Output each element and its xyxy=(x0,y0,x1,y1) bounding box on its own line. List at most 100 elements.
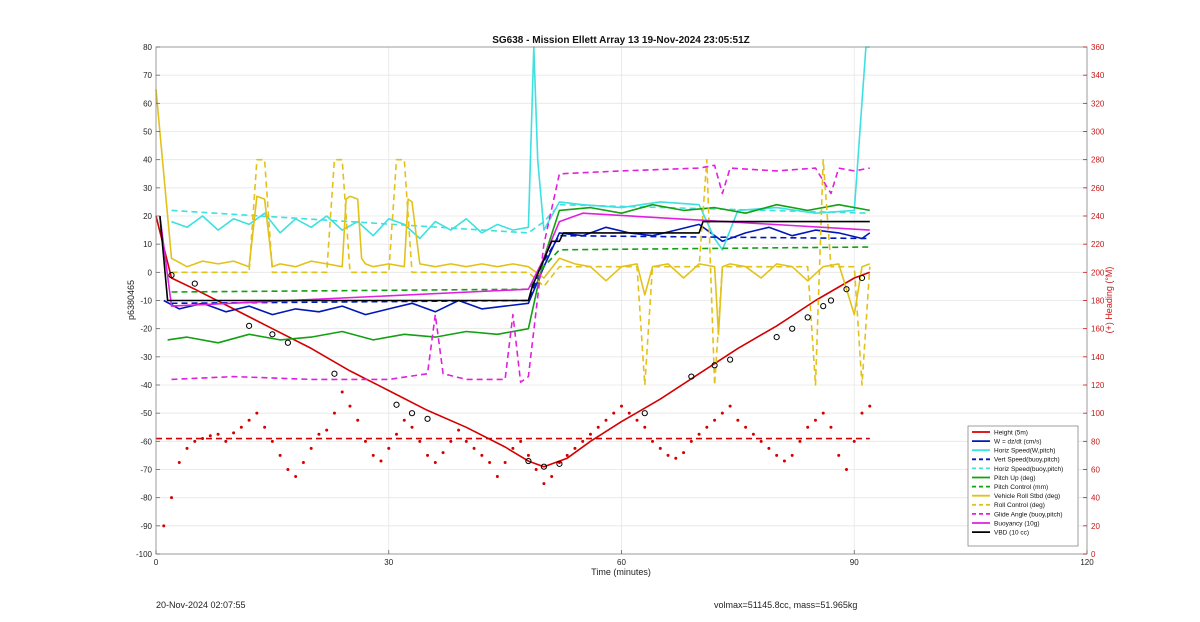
heading-dot xyxy=(317,432,321,436)
height-marker xyxy=(827,297,835,304)
y-tick-label: -30 xyxy=(140,353,152,362)
heading-dot xyxy=(503,460,507,464)
heading-dot xyxy=(286,468,290,471)
series-buoyancy-10g xyxy=(159,212,870,307)
x-axis-label: Time (minutes) xyxy=(591,567,651,577)
y-axis-right-ticks: 0 20 40 60 80 100 120 140 160 180 200 220 240 260 280 3… xyxy=(1083,43,1105,559)
heading-dot xyxy=(627,411,631,415)
height-marker xyxy=(789,325,796,332)
y-axis-right-label: (+) Heading (°M) xyxy=(1104,267,1114,334)
heading-dot xyxy=(759,439,763,443)
height-marker xyxy=(688,373,695,380)
series-height-5m xyxy=(155,215,871,468)
height-marker xyxy=(843,286,850,293)
height-marker xyxy=(393,401,400,408)
heading-dot xyxy=(720,411,724,415)
heading-dot xyxy=(185,446,189,450)
legend-entry-label: Pitch Up (deg) xyxy=(994,475,1036,482)
y2-tick-label: 220 xyxy=(1091,240,1105,249)
heading-dot xyxy=(301,460,305,464)
chart-title: SG638 - Mission Ellett Array 13 19-Nov-2… xyxy=(492,35,750,46)
y2-tick-label: 60 xyxy=(1091,466,1100,475)
legend-entry-label: Glide Angle (buoy,pitch) xyxy=(994,511,1063,518)
heading-dot xyxy=(348,404,352,408)
y2-tick-label: 240 xyxy=(1091,212,1105,221)
y-tick-label: -90 xyxy=(140,522,152,531)
heading-dot xyxy=(371,453,375,457)
heading-dot xyxy=(208,434,212,438)
height-marker xyxy=(408,410,416,417)
height-marker xyxy=(858,274,866,282)
y2-tick-label: 320 xyxy=(1091,99,1105,108)
y-tick-label: 20 xyxy=(143,212,152,221)
heading-dot xyxy=(821,411,825,415)
heading-dot xyxy=(666,453,670,457)
heading-dot xyxy=(239,425,243,429)
y2-tick-label: 160 xyxy=(1091,325,1105,334)
heading-dot xyxy=(488,460,492,464)
legend-entry-label: Roll Control (deg) xyxy=(994,502,1045,509)
height-marker xyxy=(804,314,811,321)
heading-dot xyxy=(736,418,740,422)
legend-entry-label: VBD (10 cc) xyxy=(994,530,1029,537)
y2-tick-label: 340 xyxy=(1091,71,1105,80)
x-tick-label: 90 xyxy=(850,558,859,567)
heading-dot xyxy=(201,437,205,441)
heading-dot xyxy=(744,425,748,429)
x-tick-label: 0 xyxy=(154,558,159,567)
heading-dot xyxy=(418,439,422,443)
heading-dot xyxy=(255,411,259,415)
heading-dot xyxy=(852,439,856,443)
y-tick-label: -60 xyxy=(140,437,152,446)
y-tick-label: -50 xyxy=(140,409,152,418)
heading-dot xyxy=(410,425,414,429)
heading-dot xyxy=(860,411,864,415)
series-pitch-control-mm xyxy=(171,246,870,293)
heading-dot xyxy=(713,418,717,422)
heading-dot xyxy=(573,446,577,450)
footer-volmax: volmax=51145.8cc, mass=51.965kg xyxy=(714,600,858,610)
heading-dot xyxy=(837,453,841,457)
heading-dot xyxy=(263,425,267,429)
heading-dot xyxy=(658,446,662,450)
series-roll-control-deg xyxy=(171,158,871,386)
y2-tick-label: 20 xyxy=(1091,522,1100,531)
heading-dot xyxy=(526,453,530,457)
heading-dot xyxy=(620,404,623,408)
y2-tick-label: 140 xyxy=(1091,353,1105,362)
y2-tick-label: 80 xyxy=(1091,437,1100,446)
heading-dot xyxy=(177,460,181,464)
y-tick-label: -80 xyxy=(140,494,152,503)
heading-dot xyxy=(643,425,647,429)
heading-dot xyxy=(216,432,220,436)
y-tick-label: -70 xyxy=(140,466,152,475)
heading-dot xyxy=(790,453,794,457)
height-marker xyxy=(711,362,718,369)
y-tick-label: 10 xyxy=(143,240,152,249)
heading-dot xyxy=(495,475,499,479)
heading-dot xyxy=(232,431,236,435)
y-axis-left-ticks: -100-90-80-70-60-50-40-30-20-10010203040… xyxy=(136,43,160,559)
heading-dot xyxy=(829,425,833,429)
height-marker xyxy=(284,339,291,346)
heading-dot xyxy=(588,432,592,436)
heading-dot xyxy=(340,390,344,394)
y-tick-label: 50 xyxy=(143,128,152,137)
y-tick-label: 30 xyxy=(143,184,152,193)
heading-dot xyxy=(775,453,779,457)
series-horiz-speed-buoy-pitch xyxy=(171,203,870,234)
heading-dot xyxy=(674,456,678,460)
y-tick-label: 60 xyxy=(143,99,152,108)
x-tick-label: 30 xyxy=(384,558,393,567)
heading-dot xyxy=(426,453,430,457)
height-marker xyxy=(773,334,780,341)
series-vehicle-roll-stbd-deg xyxy=(155,89,871,336)
heading-dot xyxy=(162,524,166,528)
heading-dot xyxy=(534,468,538,471)
height-marker xyxy=(331,370,338,377)
heading-dot xyxy=(813,418,817,422)
height-marker xyxy=(820,303,827,310)
heading-dot xyxy=(464,439,468,443)
heading-dot xyxy=(270,439,274,443)
